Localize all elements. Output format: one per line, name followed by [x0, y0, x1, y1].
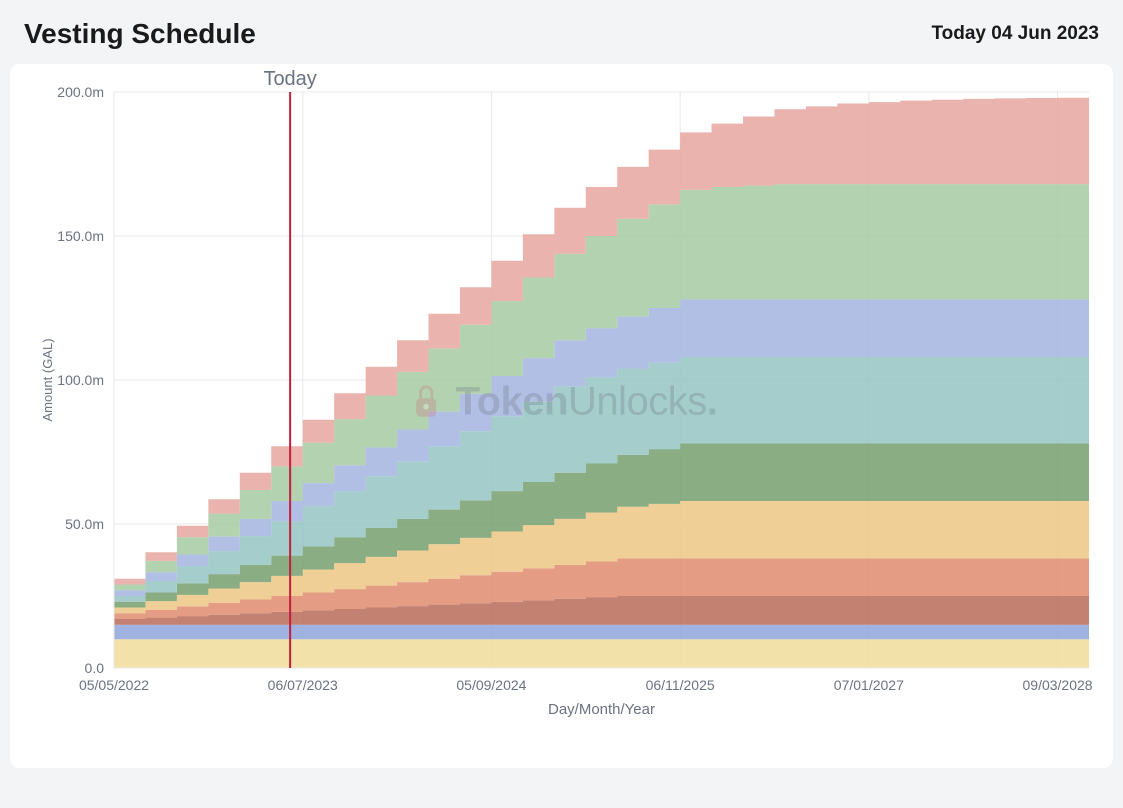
chart-card: 0.0 50.0m 100.0m 150.0m 200.0m 05/05/2022 06/0… [10, 64, 1113, 768]
header: Vesting Schedule Today 04 Jun 2023 [0, 0, 1123, 64]
page-title: Vesting Schedule [24, 18, 256, 50]
chart-container: 0.0 50.0m 100.0m 150.0m 200.0m 05/05/2022 06/0… [18, 72, 1105, 732]
svg-text:0.0: 0.0 [85, 660, 105, 676]
svg-text:Amount (GAL): Amount (GAL) [40, 338, 55, 421]
svg-text:Day/Month/Year: Day/Month/Year [548, 701, 655, 718]
svg-text:05/05/2022: 05/05/2022 [79, 677, 149, 693]
svg-text:100.0m: 100.0m [57, 372, 104, 388]
svg-text:50.0m: 50.0m [65, 516, 104, 532]
svg-text:09/03/2028: 09/03/2028 [1023, 677, 1093, 693]
svg-text:06/11/2025: 06/11/2025 [646, 677, 715, 693]
today-marker-label: Today [263, 68, 316, 91]
svg-text:07/01/2027: 07/01/2027 [834, 677, 904, 693]
svg-text:05/09/2024: 05/09/2024 [456, 677, 526, 693]
svg-text:200.0m: 200.0m [57, 84, 104, 100]
svg-text:06/07/2023: 06/07/2023 [268, 677, 338, 693]
vesting-chart: 0.0 50.0m 100.0m 150.0m 200.0m 05/05/2022 06/0… [18, 72, 1105, 732]
today-date-label: Today 04 Jun 2023 [931, 23, 1099, 45]
svg-text:150.0m: 150.0m [57, 228, 104, 244]
